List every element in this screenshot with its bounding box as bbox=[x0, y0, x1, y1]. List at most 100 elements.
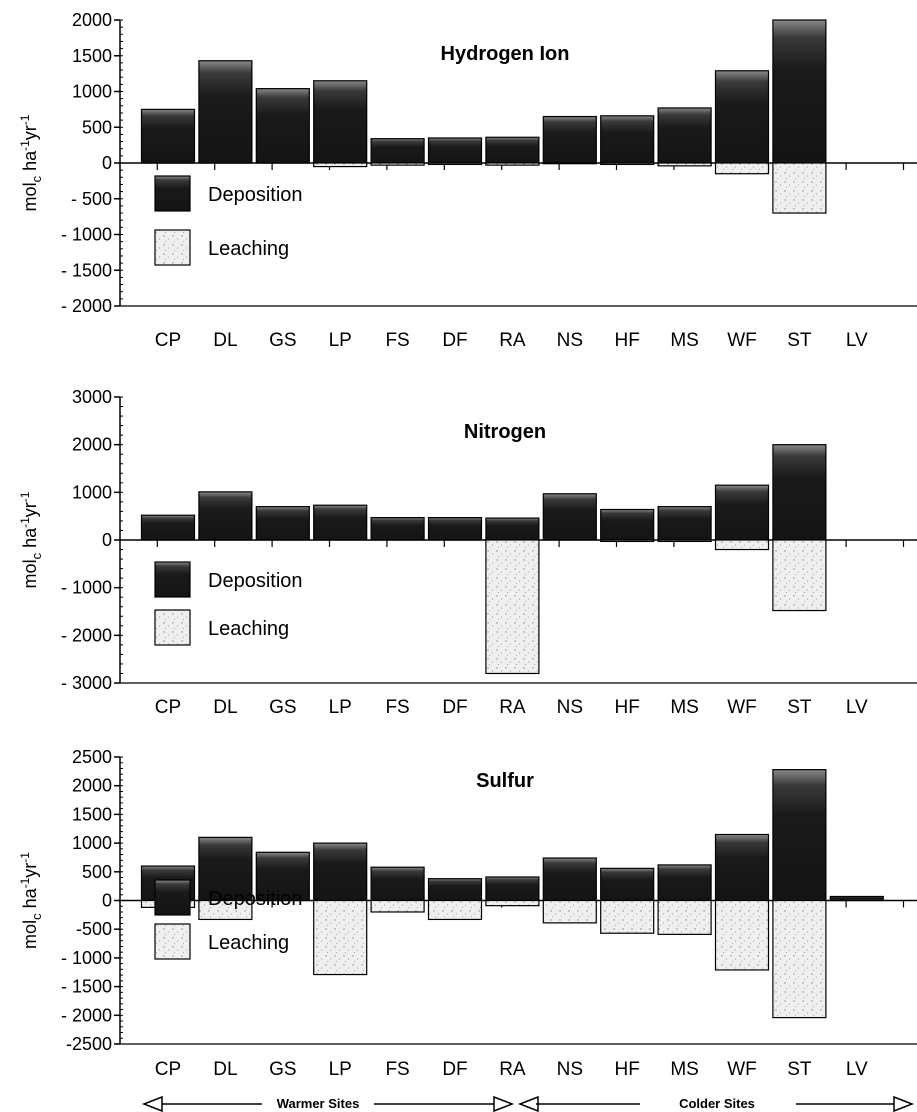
leaching-bar-st bbox=[772, 899, 827, 1019]
deposition-bar-hf bbox=[600, 508, 655, 541]
category-label-st: ST bbox=[787, 697, 812, 718]
panel-1: 2000 1500 1000 500 0 - 500 - 1000 - 1500 - 2000 C… bbox=[18, 10, 917, 351]
deposition-bar-gs bbox=[255, 88, 310, 164]
y-tick-label: 2000 bbox=[72, 10, 112, 30]
category-label-lp: LP bbox=[329, 1059, 352, 1080]
y-tick-label: 1000 bbox=[72, 482, 112, 502]
leaching-bar-hf bbox=[600, 539, 655, 543]
leaching-bar-st bbox=[772, 539, 827, 612]
category-label-fs: FS bbox=[385, 697, 409, 718]
warmer-arrow-right-head-icon bbox=[493, 1095, 515, 1112]
deposition-bar-ra bbox=[485, 136, 540, 164]
deposition-bar-ns bbox=[542, 493, 597, 541]
y-tick-label: - 2000 bbox=[61, 296, 112, 316]
category-label-ns: NS bbox=[557, 697, 583, 718]
category-label-fs: FS bbox=[385, 1059, 409, 1080]
y-tick-label: -2500 bbox=[66, 1034, 112, 1054]
y-tick-label: 0 bbox=[102, 153, 112, 173]
category-label-lp: LP bbox=[329, 330, 352, 351]
y-tick-label: 3000 bbox=[72, 387, 112, 407]
leaching-bar-ra bbox=[485, 162, 540, 166]
legend-label-deposition: Deposition bbox=[208, 888, 303, 910]
leaching-bar-st bbox=[772, 162, 827, 214]
category-label-hf: HF bbox=[615, 1059, 640, 1080]
category-label-wf: WF bbox=[727, 1059, 757, 1080]
y-tick-label: - 1000 bbox=[61, 578, 112, 598]
deposition-bar-dl bbox=[198, 836, 253, 902]
deposition-bar-gs bbox=[255, 851, 310, 902]
category-label-ms: MS bbox=[670, 330, 699, 351]
deposition-bar-st bbox=[772, 769, 827, 902]
deposition-bar-fs bbox=[370, 866, 425, 902]
category-label-dl: DL bbox=[213, 697, 237, 718]
leaching-bar-hf bbox=[600, 899, 655, 934]
deposition-bar-dl bbox=[198, 491, 253, 541]
y-tick-label: - 2000 bbox=[61, 1005, 112, 1025]
y-tick-label: - 1000 bbox=[61, 948, 112, 968]
deposition-bar-wf bbox=[714, 833, 770, 902]
deposition-bar-cp bbox=[140, 108, 196, 164]
footer-arrows: Warmer Sites Colder Sites bbox=[141, 1095, 915, 1112]
y-axis-label: molc ha-1yr-1 bbox=[18, 852, 44, 949]
category-label-dl: DL bbox=[213, 330, 237, 351]
category-label-cp: CP bbox=[155, 1059, 181, 1080]
category-label-df: DF bbox=[442, 330, 467, 351]
deposition-bar-lp bbox=[313, 80, 368, 164]
y-axis-label: molc ha-1yr-1 bbox=[18, 491, 44, 588]
category-label-lv: LV bbox=[846, 1059, 868, 1080]
y-tick-label: 0 bbox=[102, 891, 112, 911]
leaching-bar-ns bbox=[542, 162, 597, 165]
leaching-bar-dl bbox=[198, 899, 253, 921]
y-tick-label: - 500 bbox=[71, 189, 112, 209]
y-tick-label: 1500 bbox=[72, 804, 112, 824]
category-label-lp: LP bbox=[329, 697, 352, 718]
category-label-gs: GS bbox=[269, 697, 296, 718]
category-label-cp: CP bbox=[155, 697, 181, 718]
category-label-ms: MS bbox=[670, 1059, 699, 1080]
leaching-bar-df bbox=[427, 162, 483, 166]
y-tick-label: -500 bbox=[76, 919, 112, 939]
deposition-bar-ns bbox=[542, 115, 597, 164]
category-label-wf: WF bbox=[727, 330, 757, 351]
y-axis-label: molc ha-1yr-1 bbox=[18, 114, 44, 211]
leaching-bar-wf bbox=[714, 539, 770, 551]
deposition-bar-fs bbox=[370, 516, 425, 541]
legend-swatch-leaching bbox=[154, 229, 191, 266]
leaching-bar-ra bbox=[485, 539, 540, 675]
leaching-bar-hf bbox=[600, 162, 655, 166]
leaching-bar-lp bbox=[313, 899, 368, 976]
deposition-bar-fs bbox=[370, 138, 425, 164]
y-tick-label: - 3000 bbox=[61, 673, 112, 693]
deposition-bar-gs bbox=[255, 506, 310, 541]
legend-label-leaching: Leaching bbox=[208, 618, 289, 640]
colder-arrow-right-head-icon bbox=[893, 1095, 915, 1112]
category-label-lv: LV bbox=[846, 330, 868, 351]
chart-title: Sulfur bbox=[476, 770, 534, 792]
leaching-bar-ms bbox=[657, 539, 712, 543]
leaching-bar-ra bbox=[485, 899, 540, 907]
category-label-ra: RA bbox=[499, 697, 526, 718]
panel-2: 3000 2000 1000 0 - 1000 - 2000 - 3000 CP DL GS LP F… bbox=[18, 387, 917, 718]
category-label-cp: CP bbox=[155, 330, 181, 351]
y-tick-label: 1000 bbox=[72, 82, 112, 102]
leaching-bar-df bbox=[427, 899, 483, 921]
deposition-bar-lp bbox=[313, 842, 368, 902]
legend-swatch-leaching bbox=[154, 609, 191, 646]
leaching-bar-ms bbox=[657, 162, 712, 167]
colder-sites-label: Colder Sites bbox=[679, 1096, 755, 1111]
category-label-dl: DL bbox=[213, 1059, 237, 1080]
category-label-ms: MS bbox=[670, 697, 699, 718]
deposition-bar-wf bbox=[714, 484, 770, 541]
deposition-bar-lp bbox=[313, 504, 368, 541]
leaching-bar-wf bbox=[714, 162, 770, 175]
category-label-df: DF bbox=[442, 697, 467, 718]
category-label-ns: NS bbox=[557, 330, 583, 351]
y-tick-label: 500 bbox=[82, 117, 112, 137]
category-label-lv: LV bbox=[846, 697, 868, 718]
deposition-bar-st bbox=[772, 444, 827, 541]
deposition-bar-ra bbox=[485, 876, 540, 902]
deposition-bar-hf bbox=[600, 115, 655, 164]
legend-swatch-leaching bbox=[154, 923, 191, 960]
deposition-bar-cp bbox=[140, 514, 196, 541]
legend-label-leaching: Leaching bbox=[208, 238, 289, 260]
